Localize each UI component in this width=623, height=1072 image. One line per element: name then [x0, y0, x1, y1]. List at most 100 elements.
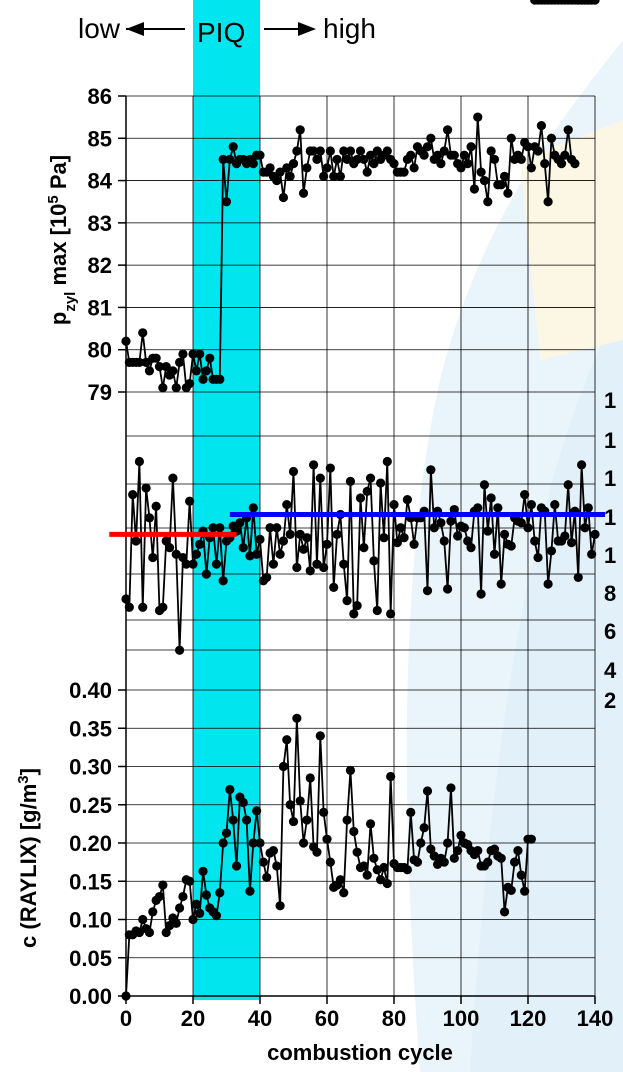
middle-point: [399, 533, 409, 543]
x-axis-label: combustion cycle: [267, 1040, 453, 1065]
middle-point: [379, 533, 389, 543]
raylix-point: [191, 899, 201, 909]
middle-point: [131, 536, 141, 546]
raylix-point: [245, 886, 255, 896]
middle-point: [386, 609, 396, 619]
middle-point: [577, 460, 587, 470]
raylix-point: [158, 880, 168, 890]
x-tick-label: 0: [120, 1006, 132, 1031]
pressure-point: [419, 150, 429, 160]
raylix-point: [258, 857, 268, 867]
middle-point: [305, 566, 315, 576]
raylix-point: [188, 914, 198, 925]
raylix-point: [278, 761, 289, 772]
middle-point: [191, 549, 201, 559]
raylix-point: [513, 846, 523, 856]
middle-point: [141, 483, 151, 493]
raylix-point: [272, 861, 282, 871]
middle-point: [325, 463, 335, 473]
middle-point: [158, 602, 168, 612]
pressure-point: [138, 328, 148, 338]
pressure-point: [503, 188, 513, 198]
middle-point: [309, 460, 319, 470]
middle-point: [144, 513, 155, 523]
middle-y-tick-label: 1: [604, 466, 616, 491]
low-label: low: [78, 13, 121, 44]
pressure-point: [134, 357, 144, 367]
raylix-point: [342, 815, 352, 825]
middle-point: [235, 518, 245, 528]
raylix-point: [322, 834, 332, 844]
pressure-point: [302, 163, 312, 173]
bottom-y-tick-label: 0.15: [69, 869, 112, 894]
pressure-point: [556, 159, 567, 169]
pressure-point: [479, 175, 490, 186]
raylix-point: [402, 865, 412, 875]
middle-point: [349, 609, 359, 619]
pressure-point: [309, 146, 319, 156]
middle-point: [315, 473, 325, 483]
middle-y-tick-labels: 1 1 1 1 1 8 6 4 2: [604, 388, 617, 713]
pressure-point: [325, 146, 335, 156]
pressure-point: [285, 171, 295, 181]
middle-point: [439, 536, 449, 546]
pressure-point: [483, 197, 493, 207]
middle-series: [121, 456, 600, 655]
raylix-point: [148, 907, 158, 917]
raylix-point: [526, 834, 536, 844]
pressure-point: [312, 154, 322, 165]
raylix-point: [288, 816, 299, 827]
raylix-point: [379, 862, 389, 873]
raylix-point: [134, 927, 144, 938]
middle-point: [188, 559, 198, 569]
pressure-point: [345, 146, 356, 156]
raylix-point: [382, 878, 392, 889]
middle-y-tick-label: 1: [604, 505, 616, 530]
middle-point: [566, 538, 577, 548]
bottom-y-tick-label: 0.35: [69, 716, 112, 741]
pressure-point: [198, 374, 208, 384]
raylix-point: [201, 890, 211, 900]
middle-point: [389, 499, 399, 510]
pressure-point: [218, 154, 228, 165]
middle-point: [382, 456, 392, 467]
pressure-point: [436, 159, 446, 169]
raylix-point: [138, 914, 148, 925]
pressure-point: [506, 133, 516, 143]
middle-point: [546, 546, 557, 556]
top-y-tick-labels: 79 80 81 82 83 84 85 86: [88, 84, 113, 405]
pressure-point: [175, 357, 185, 367]
raylix-point: [228, 815, 238, 825]
left-arrow-icon: [126, 22, 144, 36]
bottom-y-axis-label: c (RAYLIX) [g/m3]: [15, 768, 42, 948]
high-label: high: [323, 13, 376, 44]
middle-y-tick-label: 6: [604, 619, 616, 644]
pressure-point: [288, 159, 299, 169]
middle-point: [396, 523, 406, 533]
pressure-point: [178, 349, 188, 359]
middle-point: [185, 496, 195, 506]
pressure-point: [185, 378, 195, 389]
pressure-point: [456, 163, 466, 173]
raylix-point: [175, 903, 185, 913]
pressure-point: [432, 150, 443, 160]
middle-point: [466, 543, 476, 553]
pressure-point: [570, 159, 580, 169]
raylix-point: [195, 908, 205, 918]
raylix-point: [221, 828, 232, 838]
pressure-point: [329, 171, 339, 181]
top-y-tick-label: 85: [88, 126, 112, 151]
middle-point: [543, 579, 553, 589]
pressure-point: [369, 159, 379, 169]
bottom-y-tick-label: 0.30: [69, 755, 112, 780]
raylix-point: [144, 927, 155, 938]
middle-point: [211, 559, 222, 569]
pressure-point: [362, 167, 372, 177]
middle-point: [339, 559, 349, 569]
middle-point: [443, 584, 453, 594]
raylix-point: [231, 861, 242, 871]
middle-point: [563, 480, 573, 490]
middle-point: [278, 536, 289, 546]
middle-point: [446, 516, 456, 526]
